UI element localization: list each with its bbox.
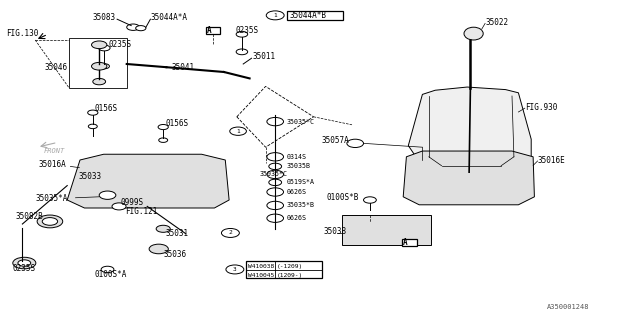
Text: 35083: 35083 — [93, 13, 116, 22]
Text: 0999S: 0999S — [120, 198, 143, 207]
Circle shape — [267, 214, 284, 222]
Text: 0626S: 0626S — [287, 215, 307, 221]
Circle shape — [99, 191, 116, 199]
Text: (-1209): (-1209) — [277, 264, 303, 269]
Text: 35057A: 35057A — [322, 136, 349, 145]
Text: 35036: 35036 — [163, 250, 186, 259]
Circle shape — [267, 153, 284, 161]
Bar — [342, 215, 431, 245]
Text: 35033: 35033 — [78, 172, 101, 181]
Circle shape — [101, 266, 114, 273]
Text: FIG.130: FIG.130 — [6, 29, 39, 38]
Circle shape — [364, 197, 376, 203]
Circle shape — [347, 139, 364, 148]
Circle shape — [158, 124, 168, 130]
Circle shape — [92, 41, 107, 49]
Bar — [206, 27, 220, 34]
Polygon shape — [67, 154, 229, 208]
Circle shape — [92, 62, 107, 70]
Bar — [287, 11, 343, 20]
Text: 35022: 35022 — [485, 18, 508, 27]
Circle shape — [236, 31, 248, 37]
Circle shape — [269, 163, 282, 170]
Bar — [246, 261, 322, 278]
Circle shape — [267, 201, 284, 210]
Text: 0235S: 0235S — [236, 26, 259, 35]
Bar — [402, 239, 417, 246]
Text: W410038: W410038 — [248, 264, 274, 269]
Text: 35038: 35038 — [323, 227, 346, 236]
Circle shape — [88, 124, 97, 129]
Circle shape — [230, 127, 246, 135]
Circle shape — [221, 228, 239, 237]
Text: 0314S: 0314S — [287, 154, 307, 160]
Circle shape — [88, 110, 98, 115]
Circle shape — [159, 138, 168, 142]
Text: W410045: W410045 — [248, 273, 274, 278]
Text: 0235S: 0235S — [109, 40, 132, 49]
Circle shape — [127, 24, 140, 30]
Text: FRONT: FRONT — [44, 148, 65, 154]
Circle shape — [99, 64, 109, 69]
Text: FIG.121: FIG.121 — [125, 207, 157, 216]
Text: 35035*C: 35035*C — [287, 119, 315, 124]
Text: 2: 2 — [228, 230, 232, 236]
Circle shape — [99, 45, 110, 51]
Ellipse shape — [464, 27, 483, 40]
Text: 35041: 35041 — [172, 63, 195, 72]
Text: 0156S: 0156S — [165, 119, 188, 128]
Text: 35016A: 35016A — [38, 160, 66, 169]
Text: 35035*B: 35035*B — [287, 203, 315, 208]
Circle shape — [42, 218, 58, 225]
Circle shape — [267, 117, 284, 126]
Text: 0100S*B: 0100S*B — [326, 193, 359, 202]
Circle shape — [236, 49, 248, 55]
Text: FIG.930: FIG.930 — [525, 103, 557, 112]
Circle shape — [136, 26, 146, 31]
Text: 35011: 35011 — [253, 52, 276, 61]
Circle shape — [93, 78, 106, 85]
Circle shape — [226, 265, 244, 274]
Text: A: A — [403, 238, 407, 247]
Polygon shape — [403, 151, 534, 205]
Circle shape — [149, 244, 168, 254]
Text: 0156S: 0156S — [95, 104, 118, 113]
Text: 35035*C: 35035*C — [259, 172, 287, 177]
Text: A: A — [207, 26, 211, 35]
Text: 3: 3 — [233, 267, 237, 272]
Text: 0100S*A: 0100S*A — [95, 270, 127, 279]
Text: 35082B: 35082B — [16, 212, 44, 221]
Text: 0235S: 0235S — [13, 264, 36, 273]
Text: 0626S: 0626S — [287, 189, 307, 195]
Circle shape — [13, 257, 36, 269]
Text: 35044A*A: 35044A*A — [150, 13, 188, 22]
Circle shape — [267, 188, 284, 196]
Circle shape — [156, 225, 170, 232]
Circle shape — [112, 203, 126, 210]
Circle shape — [18, 260, 31, 266]
Text: 1: 1 — [236, 129, 240, 134]
Text: (1209-): (1209-) — [277, 273, 303, 278]
Circle shape — [266, 11, 284, 20]
Text: 35035B: 35035B — [287, 164, 311, 169]
Text: 35035*A: 35035*A — [35, 194, 68, 203]
Text: 35016E: 35016E — [538, 156, 565, 164]
Circle shape — [37, 215, 63, 228]
Text: 35044A*B: 35044A*B — [289, 11, 326, 20]
Text: 35046: 35046 — [45, 63, 68, 72]
Circle shape — [269, 179, 282, 186]
Text: 0519S*A: 0519S*A — [287, 180, 315, 185]
Text: A350001248: A350001248 — [547, 304, 589, 310]
Circle shape — [267, 170, 284, 179]
Text: 1: 1 — [273, 13, 277, 18]
Text: 35031: 35031 — [165, 229, 188, 238]
Polygon shape — [408, 87, 531, 172]
Bar — [69, 38, 127, 88]
